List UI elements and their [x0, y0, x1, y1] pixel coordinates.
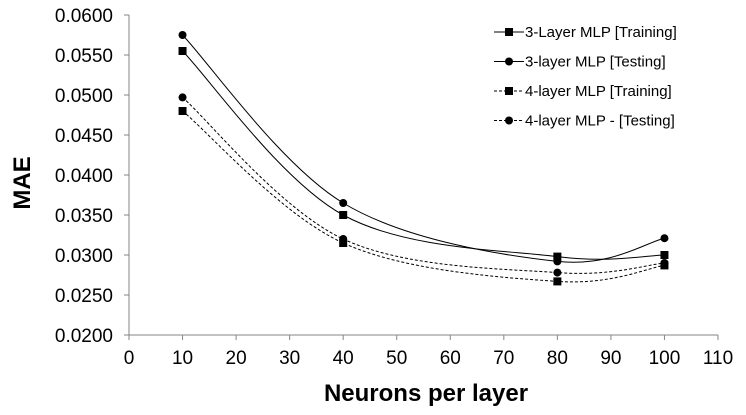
x-tick-label: 100	[649, 348, 681, 369]
y-tick-label: 0.0550	[55, 46, 113, 67]
square-marker	[660, 251, 669, 259]
y-tick-label: 0.0300	[55, 246, 113, 267]
x-axis-title: Neurons per layer	[324, 380, 528, 407]
x-tick-label: 10	[172, 348, 193, 369]
series-layer	[178, 31, 669, 286]
x-tick-label: 20	[226, 348, 247, 369]
square-marker	[339, 211, 348, 219]
x-tick-label: 110	[703, 348, 733, 369]
series-4	[178, 93, 669, 277]
x-tick-label: 90	[600, 348, 621, 369]
y-tick-label: 0.0450	[55, 126, 113, 147]
circle-marker	[660, 259, 669, 267]
legend-label: 4-layer MLP - [Testing]	[525, 113, 675, 130]
x-axis-ticks: 0 10 20 30 40 50 60 70 80 90 100 110	[124, 335, 733, 369]
square-marker	[553, 277, 562, 286]
legend: 3-Layer MLP [Training] 3-layer MLP [Testi…	[494, 24, 677, 130]
series-line	[182, 34, 665, 263]
series-line	[182, 110, 665, 283]
y-axis-title: MAE	[9, 156, 36, 209]
y-tick-label: 0.0350	[55, 206, 113, 227]
circle-marker	[553, 257, 562, 266]
legend-circle-marker	[505, 57, 513, 66]
legend-square-marker	[505, 87, 513, 95]
legend-circle-marker	[505, 116, 513, 125]
x-tick-label: 60	[440, 348, 461, 369]
circle-marker	[660, 234, 669, 243]
legend-item: 3-Layer MLP [Training]	[494, 24, 677, 41]
circle-marker	[339, 199, 348, 207]
circle-marker	[178, 93, 187, 102]
y-tick-label: 0.0600	[55, 6, 113, 27]
x-tick-label: 30	[279, 348, 300, 369]
series-line	[182, 50, 665, 260]
x-tick-label: 80	[547, 348, 568, 369]
x-tick-label: 50	[386, 348, 407, 369]
square-marker	[178, 107, 187, 115]
y-tick-label: 0.0200	[55, 326, 113, 347]
series-1	[178, 47, 669, 261]
circle-marker	[339, 235, 348, 243]
y-axis-ticks: 0.0200 0.0250 0.0300 0.0350 0.0400 0.0450 0.05…	[55, 6, 129, 347]
square-marker	[553, 252, 562, 261]
y-tick-label: 0.0400	[55, 166, 113, 187]
x-tick-label: 70	[493, 348, 514, 369]
series-line	[182, 97, 665, 274]
legend-label: 4-layer MLP [Training]	[525, 83, 672, 100]
legend-label: 3-Layer MLP [Training]	[525, 24, 677, 41]
legend-square-marker	[505, 28, 513, 36]
y-tick-label: 0.0500	[55, 86, 113, 107]
x-tick-label: 40	[333, 348, 354, 369]
legend-label: 3-layer MLP [Testing]	[525, 54, 666, 71]
circle-marker	[553, 268, 562, 277]
legend-item: 3-layer MLP [Testing]	[494, 54, 666, 71]
legend-item: 4-layer MLP [Training]	[494, 83, 672, 100]
circle-marker	[178, 31, 187, 39]
series-2	[178, 31, 669, 266]
x-tick-label: 0	[124, 348, 135, 369]
square-marker	[178, 47, 187, 55]
legend-item: 4-layer MLP - [Testing]	[494, 113, 675, 130]
y-tick-label: 0.0250	[55, 286, 113, 307]
